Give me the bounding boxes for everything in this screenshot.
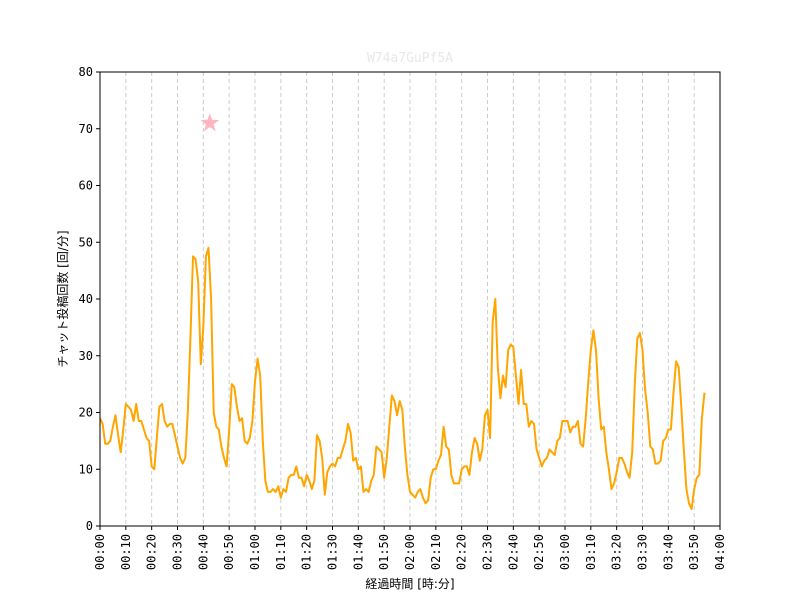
x-tick-label: 01:00	[248, 534, 262, 570]
y-tick-label: 20	[79, 406, 93, 420]
y-tick-label: 60	[79, 179, 93, 193]
x-axis-label: 経過時間 [時:分]	[365, 577, 454, 591]
x-tick-label: 03:10	[584, 534, 598, 570]
y-axis-ticks: 0 10 20 30 40 50 60 70 80	[79, 65, 100, 533]
x-tick-label: 01:40	[351, 534, 365, 570]
x-tick-label: 02:50	[532, 534, 546, 570]
x-tick-label: 03:30	[636, 534, 650, 570]
x-tick-label: 00:50	[222, 534, 236, 570]
x-tick-label: 01:20	[300, 534, 314, 570]
x-tick-label: 02:10	[429, 534, 443, 570]
x-tick-label: 02:20	[455, 534, 469, 570]
y-axis-label: チャット投稿回数 [回/分]	[55, 230, 70, 367]
grid-lines	[125, 72, 695, 526]
y-tick-label: 70	[79, 122, 93, 136]
y-tick-label: 0	[86, 519, 93, 533]
y-tick-label: 40	[79, 292, 93, 306]
x-tick-label: 00:30	[171, 534, 185, 570]
star-marker	[200, 113, 220, 132]
x-tick-label: 03:00	[558, 534, 572, 570]
chart-title: W74a7GuPf5A	[367, 51, 453, 66]
x-tick-label: 01:10	[274, 534, 288, 570]
x-tick-label: 02:30	[481, 534, 495, 570]
x-tick-label: 00:20	[145, 534, 159, 570]
y-tick-label: 80	[79, 65, 93, 79]
x-axis-ticks: 00:00 00:10 00:20 00:30 00:40 00:50 01:00 01:10…	[93, 526, 727, 570]
x-tick-label: 00:40	[196, 534, 210, 570]
x-tick-label: 03:50	[687, 534, 701, 570]
x-tick-label: 01:30	[326, 534, 340, 570]
x-tick-label: 00:10	[119, 534, 133, 570]
x-tick-label: 02:40	[506, 534, 520, 570]
y-tick-label: 10	[79, 462, 93, 476]
series-line	[99, 246, 706, 510]
y-tick-label: 30	[79, 349, 93, 363]
x-tick-label: 04:00	[713, 534, 727, 570]
y-tick-label: 50	[79, 235, 93, 249]
x-tick-label: 03:20	[610, 534, 624, 570]
x-tick-label: 03:40	[661, 534, 675, 570]
x-tick-label: 01:50	[377, 534, 391, 570]
x-tick-label: 02:00	[403, 534, 417, 570]
x-tick-label: 00:00	[93, 534, 107, 570]
